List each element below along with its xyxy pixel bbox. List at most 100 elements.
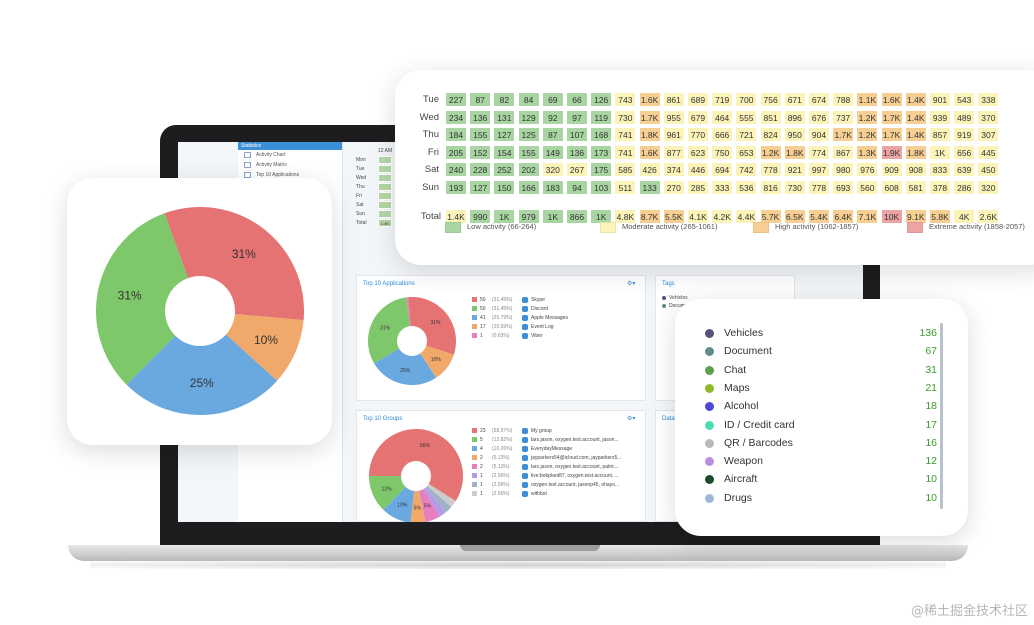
gear-icon[interactable]: ⚙▾: [627, 281, 636, 287]
heatmap-cell[interactable]: 679: [687, 109, 709, 125]
heatmap-cell[interactable]: 536: [735, 179, 758, 195]
heatmap-cell[interactable]: 374: [662, 162, 685, 177]
heatmap-cell[interactable]: 252: [493, 162, 516, 177]
heatmap-cell[interactable]: 193: [445, 179, 467, 195]
heatmap-cell[interactable]: 125: [517, 127, 540, 142]
tag-list-item[interactable]: Maps 21: [705, 380, 937, 396]
heatmap-cell[interactable]: 175: [590, 162, 613, 177]
legend-row[interactable]: 41 (25.79%) Apple Messages: [472, 314, 568, 323]
heatmap-cell[interactable]: 737: [832, 109, 855, 125]
heatmap-total-cell[interactable]: 10K: [880, 209, 903, 224]
sidebar-item-top-applications[interactable]: Top 10 Applications: [238, 170, 342, 180]
heatmap-cell[interactable]: 581: [904, 179, 927, 195]
heatmap-total-cell[interactable]: 4.8K: [614, 209, 637, 224]
heatmap-cell[interactable]: 168: [590, 127, 613, 142]
heatmap-cell[interactable]: 904: [808, 127, 830, 142]
heatmap-cell[interactable]: 136: [469, 109, 492, 125]
heatmap-total-cell[interactable]: 4.2K: [711, 209, 734, 224]
heatmap-cell[interactable]: 1.6K: [638, 92, 661, 107]
legend-row[interactable]: 50 (31.45%) Skype: [472, 296, 545, 305]
heatmap-cell[interactable]: 741: [614, 127, 637, 142]
heatmap-cell[interactable]: 721: [735, 127, 758, 142]
heatmap-cell[interactable]: 155: [517, 144, 540, 160]
heatmap-cell[interactable]: 450: [977, 162, 1000, 177]
heatmap-cell[interactable]: 833: [929, 162, 951, 177]
heatmap-cell[interactable]: 756: [759, 92, 782, 107]
tag-list-item[interactable]: Chat 31: [705, 362, 937, 378]
heatmap-cell[interactable]: 227: [445, 92, 467, 107]
heatmap-cell[interactable]: 489: [953, 109, 976, 125]
heatmap-cell[interactable]: 240: [445, 162, 467, 177]
heatmap-cell[interactable]: 770: [687, 127, 709, 142]
scrollbar[interactable]: [940, 323, 943, 509]
heatmap-cell[interactable]: 1.7K: [880, 109, 903, 125]
heatmap-cell[interactable]: 788: [832, 92, 855, 107]
heatmap-cell[interactable]: 183: [541, 179, 564, 195]
heatmap-cell[interactable]: 155: [469, 127, 492, 142]
heatmap-cell[interactable]: 426: [638, 162, 661, 177]
heatmap-cell[interactable]: 997: [808, 162, 830, 177]
heatmap-cell[interactable]: 511: [614, 179, 637, 195]
heatmap-cell[interactable]: 1.4K: [904, 127, 927, 142]
heatmap-cell[interactable]: 126: [590, 92, 613, 107]
legend-row[interactable]: 2 (5.13%) lars.jason, oxygen.test.account,…: [472, 463, 619, 472]
heatmap-total-cell[interactable]: 5.5K: [662, 209, 685, 224]
heatmap-cell[interactable]: 585: [614, 162, 637, 177]
heatmap-cell[interactable]: 338: [977, 92, 1000, 107]
heatmap-cell[interactable]: 1.7K: [832, 127, 855, 142]
heatmap-cell[interactable]: 378: [929, 179, 951, 195]
heatmap-total-cell[interactable]: 990: [469, 209, 492, 224]
heatmap-cell[interactable]: 1.2K: [856, 109, 879, 125]
heatmap-cell[interactable]: 1.1K: [856, 92, 879, 107]
sidebar-item-activity-matrix[interactable]: Activity Matrix: [238, 160, 342, 170]
heatmap-cell[interactable]: 689: [687, 92, 709, 107]
heatmap-cell[interactable]: 166: [517, 179, 540, 195]
heatmap-total-cell[interactable]: 8.7K: [638, 209, 661, 224]
heatmap-total-cell[interactable]: 6.5K: [783, 209, 806, 224]
heatmap-cell[interactable]: 901: [929, 92, 951, 107]
heatmap-cell[interactable]: 320: [977, 179, 1000, 195]
legend-row[interactable]: 50 (31.45%) Discord: [472, 305, 548, 314]
heatmap-cell[interactable]: 87: [541, 127, 564, 142]
heatmap-cell[interactable]: 955: [662, 109, 685, 125]
heatmap-cell[interactable]: 87: [469, 92, 492, 107]
legend-row[interactable]: 2 (5.13%) jayparkers54@icloud.com, jaypark…: [472, 454, 621, 463]
heatmap-cell[interactable]: 464: [711, 109, 734, 125]
heatmap-cell[interactable]: 694: [711, 162, 734, 177]
heatmap-cell[interactable]: 1.2K: [759, 144, 782, 160]
heatmap-cell[interactable]: 285: [687, 179, 709, 195]
heatmap-cell[interactable]: 976: [856, 162, 879, 177]
heatmap-cell[interactable]: 173: [590, 144, 613, 160]
heatmap-total-cell[interactable]: 979: [517, 209, 540, 224]
heatmap-cell[interactable]: 370: [977, 109, 1000, 125]
heatmap-cell[interactable]: 666: [711, 127, 734, 142]
heatmap-cell[interactable]: 919: [953, 127, 976, 142]
heatmap-cell[interactable]: 896: [783, 109, 806, 125]
legend-row[interactable]: 1 (2.56%) withbot: [472, 490, 547, 499]
heatmap-total-cell[interactable]: 4.1K: [687, 209, 709, 224]
heatmap-total-cell[interactable]: 1K: [493, 209, 516, 224]
heatmap-cell[interactable]: 92: [541, 109, 564, 125]
heatmap-cell[interactable]: 286: [953, 179, 976, 195]
heatmap-total-cell[interactable]: 866: [566, 209, 588, 224]
heatmap-cell[interactable]: 750: [711, 144, 734, 160]
heatmap-cell[interactable]: 94: [566, 179, 588, 195]
heatmap-cell[interactable]: 674: [808, 92, 830, 107]
heatmap-cell[interactable]: 743: [614, 92, 637, 107]
heatmap-cell[interactable]: 1.4K: [904, 109, 927, 125]
heatmap-cell[interactable]: 320: [541, 162, 564, 177]
sidebar-item-activity-chart[interactable]: Activity Chart: [238, 150, 342, 160]
tag-list-item[interactable]: Weapon 12: [705, 453, 937, 469]
heatmap-cell[interactable]: 69: [541, 92, 564, 107]
legend-row[interactable]: 1 (2.56%) live:bobplant87, oxygen.test.acc…: [472, 472, 619, 481]
heatmap-cell[interactable]: 149: [541, 144, 564, 160]
heatmap-cell[interactable]: 555: [735, 109, 758, 125]
legend-row[interactable]: 1 (2.56%) oxygen.test.account, jasonp45, o…: [472, 481, 619, 490]
heatmap-cell[interactable]: 1.4K: [904, 92, 927, 107]
heatmap-cell[interactable]: 676: [808, 109, 830, 125]
heatmap-cell[interactable]: 119: [590, 109, 613, 125]
heatmap-total-cell[interactable]: 4.4K: [735, 209, 758, 224]
legend-row[interactable]: 1 (0.63%) Viber: [472, 332, 543, 341]
heatmap-cell[interactable]: 154: [493, 144, 516, 160]
heatmap-cell[interactable]: 270: [662, 179, 685, 195]
